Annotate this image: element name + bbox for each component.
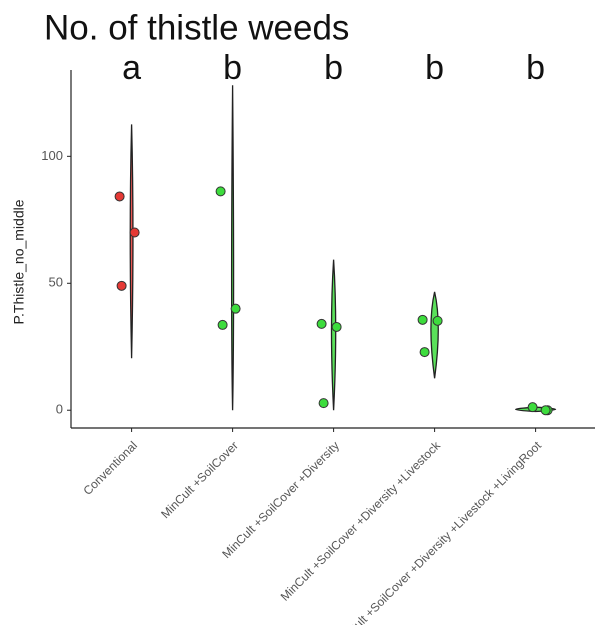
point bbox=[217, 319, 228, 330]
violin bbox=[330, 259, 337, 411]
point bbox=[114, 191, 125, 202]
point bbox=[215, 186, 226, 197]
annotation: b bbox=[223, 49, 242, 87]
point bbox=[316, 318, 327, 329]
violin bbox=[230, 85, 235, 411]
point bbox=[331, 321, 342, 332]
x-tick-label: Conventional bbox=[81, 438, 140, 497]
point bbox=[116, 280, 127, 291]
annotation: b bbox=[324, 49, 343, 87]
point bbox=[318, 398, 329, 409]
point bbox=[129, 227, 140, 238]
y-tick-label: 100 bbox=[41, 148, 63, 163]
violin bbox=[129, 124, 134, 359]
point bbox=[527, 402, 538, 413]
y-tick-label: 50 bbox=[49, 275, 63, 290]
violin bbox=[430, 291, 439, 379]
point bbox=[419, 347, 430, 358]
x-tick-label: MinCult +SoilCover +Diversity +Livestock… bbox=[331, 438, 544, 625]
point bbox=[417, 314, 428, 325]
x-tick-label: MinCult +SoilCover +Diversity +Livestock bbox=[278, 438, 444, 604]
annotation: b bbox=[425, 49, 444, 87]
y-axis-label: P.Thistle_no_middle bbox=[11, 199, 27, 324]
x-tick-label: MinCult +SoilCover +Diversity bbox=[219, 438, 342, 561]
x-tick-label: MinCult +SoilCover bbox=[158, 438, 241, 521]
annotation: a bbox=[122, 49, 141, 87]
chart-title: No. of thistle weeds bbox=[44, 8, 349, 47]
point bbox=[230, 303, 241, 314]
y-tick-label: 0 bbox=[56, 402, 63, 417]
point bbox=[432, 315, 443, 326]
point bbox=[540, 405, 551, 416]
annotation: b bbox=[526, 49, 545, 87]
